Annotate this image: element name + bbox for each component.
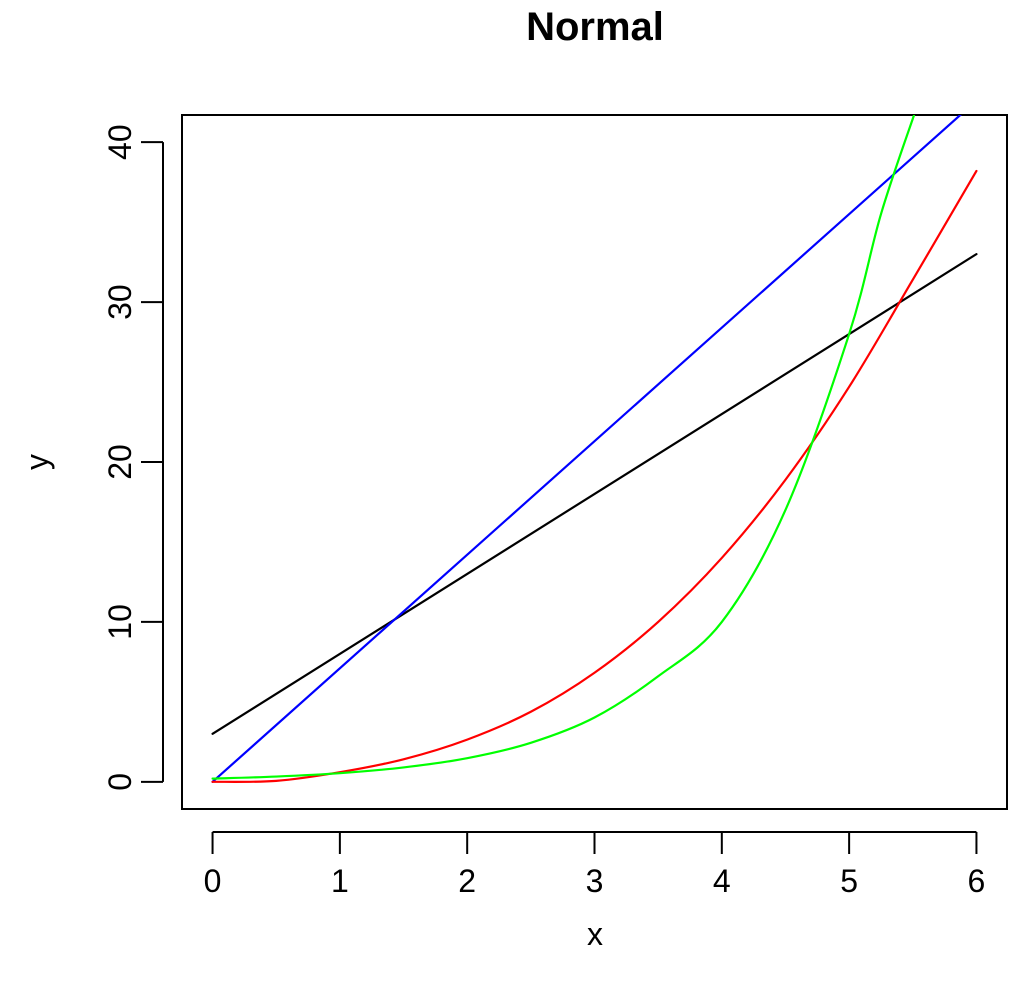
x-tick-label: 1 [331,863,349,899]
x-tick-label: 0 [204,863,222,899]
x-tick-label: 5 [840,863,858,899]
x-tick-label: 2 [458,863,476,899]
y-axis-title: y [19,454,55,470]
series-layer [211,115,978,783]
y-axis: 0 10 20 30 40 [102,124,164,791]
series-black-line [211,253,978,735]
series-red-line [211,169,978,783]
x-tick-label: 6 [968,863,986,899]
y-tick-label: 10 [102,604,138,640]
x-axis-title: x [587,916,603,952]
x-tick-label: 3 [586,863,604,899]
y-tick-label: 20 [102,444,138,480]
y-tick-label: 0 [102,773,138,791]
series-blue-line [211,115,962,783]
chart-title: Normal [526,5,664,49]
plot-area-frame [181,114,1008,810]
series-green-line [211,115,916,780]
y-tick-label: 30 [102,284,138,320]
x-axis: 0 1 2 3 4 5 6 [204,831,986,899]
y-tick-label: 40 [102,124,138,160]
x-tick-label: 4 [713,863,731,899]
